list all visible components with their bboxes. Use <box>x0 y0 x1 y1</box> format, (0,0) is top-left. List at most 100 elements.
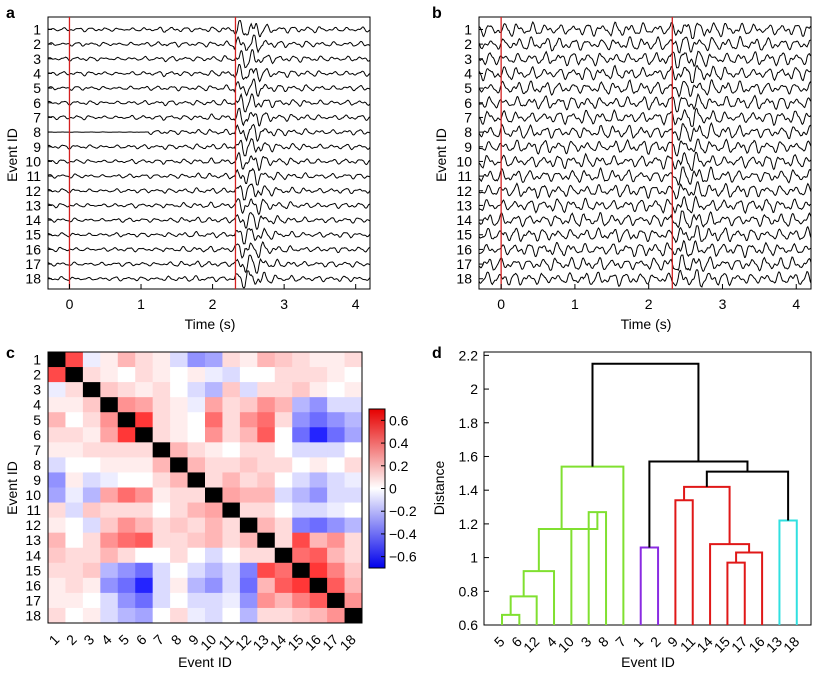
heatmap-cell-3-2 <box>65 382 84 398</box>
heatmap-cell-7-18 <box>344 442 363 458</box>
waveform-trace-17 <box>478 254 812 272</box>
heatmap-cell-10-10 <box>205 487 223 503</box>
heatmap-cell-6-9 <box>187 427 206 443</box>
heatmap-cell-5-5 <box>117 412 136 428</box>
heatmap-cell-16-16 <box>309 577 328 594</box>
waveform-trace-18 <box>47 270 371 289</box>
waveform-trace-16 <box>47 241 371 259</box>
heatmap-cell-11-2 <box>65 502 84 519</box>
y-tick-label-12: 12 <box>25 183 41 199</box>
heatmap-cell-6-1 <box>48 427 66 443</box>
y-tick-label-9: 9 <box>33 139 41 155</box>
heatmap-cell-11-14 <box>274 502 293 519</box>
heatmap-cell-14-11 <box>222 547 241 564</box>
heatmap-cell-18-17 <box>327 607 345 624</box>
heatmap-y-label-18: 18 <box>25 607 41 623</box>
heatmap-cell-5-4 <box>100 412 119 428</box>
heatmap-cell-14-1 <box>48 547 66 564</box>
heatmap-cell-18-6 <box>135 607 154 624</box>
y-tick-label-15: 15 <box>456 227 472 243</box>
heatmap-cell-9-15 <box>292 472 311 488</box>
heatmap-cell-7-6 <box>135 442 154 458</box>
heatmap-cell-16-11 <box>222 577 241 594</box>
heatmap-cell-18-12 <box>239 607 258 624</box>
waveform-trace-12 <box>47 183 371 201</box>
heatmap-y-label-14: 14 <box>25 547 41 563</box>
heatmap-cell-17-1 <box>48 592 66 609</box>
colorbar-tick-label-4: −0.2 <box>389 503 417 519</box>
heatmap-cell-12-14 <box>274 517 293 534</box>
heatmap-cell-3-8 <box>170 382 188 398</box>
heatmap-cell-5-16 <box>309 412 328 428</box>
waveform-trace-6 <box>47 92 371 113</box>
heatmap-cell-1-17 <box>327 352 345 368</box>
waveform-trace-5 <box>478 79 812 98</box>
heatmap-cell-18-9 <box>187 607 206 624</box>
heatmap-y-label-4: 4 <box>33 397 41 413</box>
heatmap-cell-6-16 <box>309 427 328 443</box>
heatmap-cell-3-3 <box>82 382 101 398</box>
y-tick-label-18: 18 <box>456 271 472 287</box>
dendrogram-link-1 <box>509 595 538 625</box>
heatmap-cell-15-4 <box>100 562 119 579</box>
heatmap-cell-7-1 <box>48 442 66 458</box>
heatmap-cell-10-18 <box>344 487 363 503</box>
heatmap-cell-13-1 <box>48 532 66 549</box>
heatmap-cell-13-10 <box>205 532 223 549</box>
heatmap-cell-1-6 <box>135 352 154 368</box>
dendrogram-link-0 <box>501 613 521 625</box>
heatmap-cell-3-17 <box>327 382 345 398</box>
heatmap-cell-13-11 <box>222 532 241 549</box>
heatmap-cell-17-14 <box>274 592 293 609</box>
heatmap-cell-16-5 <box>117 577 136 594</box>
heatmap-cell-6-7 <box>152 427 171 443</box>
heatmap-cell-4-7 <box>152 397 171 413</box>
heatmap-cell-10-14 <box>274 487 293 503</box>
heatmap-cell-15-16 <box>309 562 328 579</box>
heatmap-cell-8-13 <box>257 457 276 473</box>
heatmap-cell-10-11 <box>222 487 241 503</box>
heatmap-cell-2-10 <box>205 367 223 383</box>
panel-c-y-axis-label: Event ID <box>4 461 20 515</box>
panel-a-markers <box>68 17 237 289</box>
heatmap-cell-17-11 <box>222 592 241 609</box>
heatmap-cell-15-18 <box>344 562 363 579</box>
waveform-trace-5 <box>47 78 371 98</box>
x-tick-label-4: 4 <box>792 296 800 312</box>
heatmap-cell-12-16 <box>309 517 328 534</box>
heatmap-cell-10-7 <box>152 487 171 503</box>
heatmap-y-label-2: 2 <box>33 367 41 383</box>
heatmap-cell-8-7 <box>152 457 171 473</box>
heatmap-cell-16-4 <box>100 577 119 594</box>
y-tick-label-1: 1 <box>464 21 472 37</box>
y-tick-label-5: 5 <box>33 80 41 96</box>
y-tick-label-5: 5 <box>464 80 472 96</box>
heatmap-cell-4-3 <box>82 397 101 413</box>
y-tick-label-2: 2 <box>33 36 41 52</box>
heatmap-cell-18-15 <box>292 607 311 624</box>
waveform-trace-14 <box>47 212 371 230</box>
panel-b-x-axis-label: Time (s) <box>621 316 672 332</box>
heatmap-cell-17-12 <box>239 592 258 609</box>
dendrogram-y-tick-label-0: 0.6 <box>459 617 479 633</box>
panel-a-x-axis-label: Time (s) <box>185 316 236 332</box>
heatmap-cell-3-14 <box>274 382 293 398</box>
heatmap-cell-14-7 <box>152 547 171 564</box>
heatmap-cell-3-7 <box>152 382 171 398</box>
heatmap-cell-8-16 <box>309 457 328 473</box>
panel-b-traces <box>478 20 812 288</box>
heatmap-cell-6-18 <box>344 427 363 443</box>
heatmap-cell-10-4 <box>100 487 119 503</box>
heatmap-cell-17-9 <box>187 592 206 609</box>
heatmap-cell-5-15 <box>292 412 311 428</box>
heatmap-cell-11-1 <box>48 502 66 519</box>
waveform-trace-15 <box>478 225 812 244</box>
x-tick-label-0: 0 <box>497 296 505 312</box>
heatmap-cell-1-10 <box>205 352 223 368</box>
heatmap-cell-9-4 <box>100 472 119 488</box>
heatmap-cell-17-15 <box>292 592 311 609</box>
heatmap-cell-5-10 <box>205 412 223 428</box>
